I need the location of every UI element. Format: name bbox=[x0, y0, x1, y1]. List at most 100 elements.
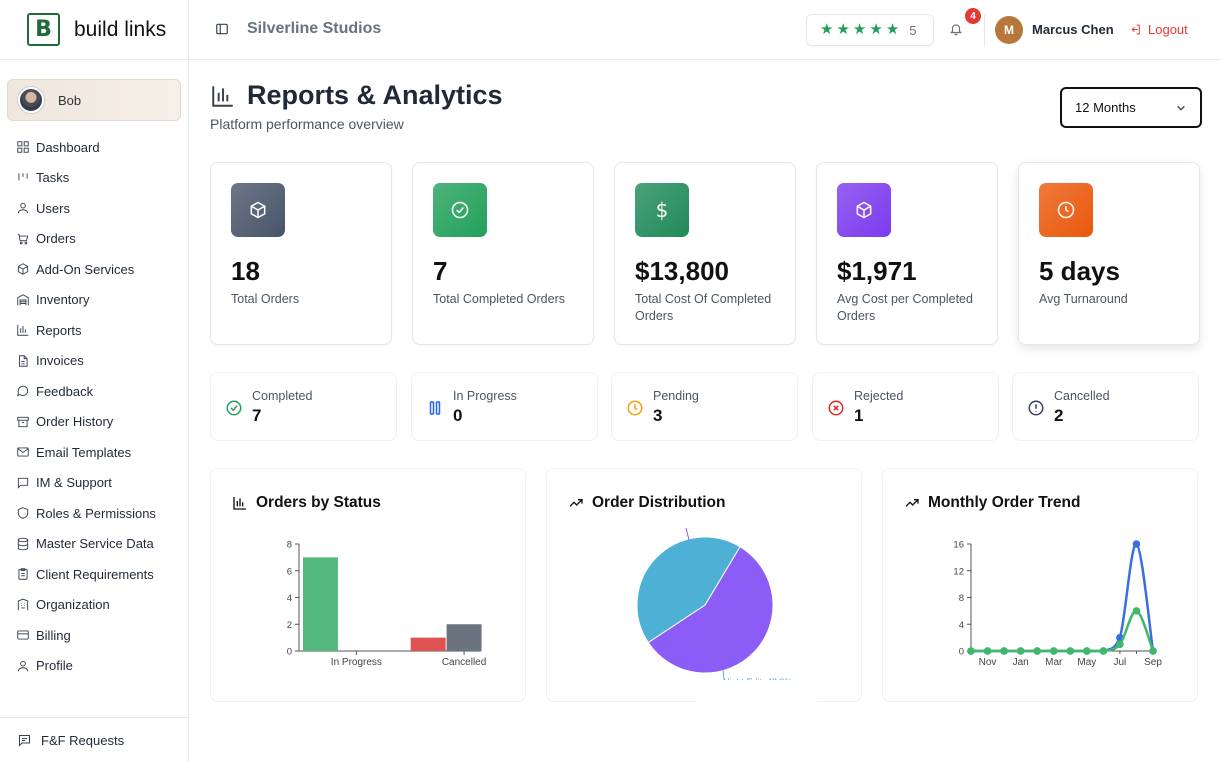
rating-value: 5 bbox=[909, 22, 917, 38]
y-tick-label: 0 bbox=[959, 647, 964, 658]
status-value: 1 bbox=[854, 406, 864, 425]
x-tick-label: Jul bbox=[1114, 657, 1127, 668]
brand-name: build links bbox=[74, 17, 167, 41]
pie-slice-1[interactable] bbox=[636, 536, 741, 644]
sidebar-item-label: Billing bbox=[36, 627, 71, 643]
bar-rejected[interactable] bbox=[410, 637, 446, 651]
header-divider bbox=[984, 14, 985, 46]
sidebar-item-label: Tasks bbox=[36, 170, 70, 186]
trend-point[interactable] bbox=[1116, 640, 1124, 649]
logout-icon bbox=[1131, 24, 1140, 35]
avatar[interactable]: M bbox=[995, 16, 1023, 44]
y-tick-label: 2 bbox=[287, 620, 292, 631]
stat-value: 18 bbox=[231, 256, 260, 286]
bell-icon[interactable] bbox=[949, 22, 963, 36]
sidebar-user-card[interactable]: Bob bbox=[7, 79, 181, 121]
sidebar-item-label: Organization bbox=[36, 597, 110, 613]
trend-point[interactable] bbox=[1149, 647, 1157, 655]
trend-point[interactable] bbox=[1132, 607, 1141, 615]
monthly-order-trend-card: Monthly Order Trend 0 4 8 12 16 Nov Jan Mar May J… bbox=[882, 468, 1198, 702]
order-distribution-card: Order Distribution Night Edit: 42.9% bbox=[546, 468, 862, 702]
bar-completed[interactable] bbox=[303, 557, 338, 651]
y-tick-label: 0 bbox=[287, 647, 292, 658]
status-card-completed[interactable]: Completed 7 bbox=[210, 372, 397, 441]
stat-value: 7 bbox=[433, 256, 448, 286]
orders-by-status-label: Orders by Status bbox=[256, 494, 381, 511]
status-card-rejected[interactable]: Rejected 1 bbox=[812, 372, 999, 441]
y-tick-label: 12 bbox=[953, 566, 964, 577]
sidebar-item-dashboard[interactable]: Dashboard bbox=[0, 132, 188, 163]
stat-icon-tile bbox=[433, 183, 487, 237]
status-card-pending[interactable]: Pending 3 bbox=[611, 372, 798, 441]
notification-badge: 4 bbox=[965, 8, 981, 24]
trend-point[interactable] bbox=[967, 647, 975, 655]
sidebar-item-tasks[interactable]: Tasks bbox=[0, 163, 188, 194]
sidebar-item-invoices[interactable]: Invoices bbox=[0, 346, 188, 377]
file-icon bbox=[19, 355, 28, 367]
bar-cancelled[interactable] bbox=[446, 624, 482, 651]
y-tick-label: 4 bbox=[287, 593, 292, 604]
sidebar-item-reports[interactable]: Reports bbox=[0, 315, 188, 346]
trend-point[interactable] bbox=[983, 647, 992, 655]
sidebar-item-order-history[interactable]: Order History bbox=[0, 407, 188, 438]
sidebar-item-organization[interactable]: Organization bbox=[0, 590, 188, 621]
package-icon bbox=[17, 263, 29, 276]
dollar-icon: $ bbox=[655, 198, 669, 222]
trend-series-line-1 bbox=[971, 609, 1155, 653]
status-card-cancelled[interactable]: Cancelled 2 bbox=[1012, 372, 1199, 441]
rating-badge[interactable]: ★ ★ ★ ★ ★ 5 bbox=[806, 14, 934, 46]
trend-point[interactable] bbox=[1049, 647, 1058, 655]
sidebar-toggle-icon[interactable] bbox=[215, 22, 229, 36]
sidebar-item-label: Add-On Services bbox=[36, 261, 135, 277]
sidebar-item-label: Dashboard bbox=[36, 139, 100, 155]
stat-label: Total Orders bbox=[231, 292, 300, 306]
check-circle-icon bbox=[226, 400, 242, 416]
pie-leader-line bbox=[685, 527, 690, 541]
sidebar-item-feedback[interactable]: Feedback bbox=[0, 376, 188, 407]
message-icon bbox=[17, 386, 29, 397]
trend-point[interactable] bbox=[1066, 647, 1075, 655]
clock-icon bbox=[627, 400, 643, 416]
sidebar-item-im-support[interactable]: IM & Support bbox=[0, 468, 188, 499]
pie-slice-0[interactable] bbox=[647, 546, 774, 674]
logout-button[interactable]: Logout bbox=[1129, 22, 1188, 37]
sidebar-item-add-on-services[interactable]: Add-On Services bbox=[0, 254, 188, 285]
sidebar-item-client-requirements[interactable]: Client Requirements bbox=[0, 559, 188, 590]
stat-icon-tile bbox=[231, 183, 285, 237]
box-icon bbox=[856, 201, 872, 219]
sidebar-nav: Dashboard Tasks Users Orders Add-On Services… bbox=[0, 132, 188, 681]
trend-point[interactable] bbox=[1099, 647, 1108, 655]
tasks-icon bbox=[18, 173, 28, 181]
status-card-in-progress[interactable]: In Progress 0 bbox=[411, 372, 598, 441]
trend-point[interactable] bbox=[1083, 647, 1091, 655]
sidebar-item-label: Inventory bbox=[36, 292, 90, 308]
sidebar-item-orders[interactable]: Orders bbox=[0, 224, 188, 255]
trend-point[interactable] bbox=[1132, 540, 1141, 548]
clock-icon bbox=[1057, 201, 1075, 219]
brand[interactable]: B build links bbox=[0, 0, 188, 60]
sidebar-item-email-templates[interactable]: Email Templates bbox=[0, 437, 188, 468]
header-user-name[interactable]: Marcus Chen bbox=[1032, 22, 1114, 37]
status-value: 0 bbox=[453, 406, 463, 425]
period-select[interactable]: 12 Months bbox=[1060, 87, 1202, 128]
sidebar-item-profile[interactable]: Profile bbox=[0, 651, 188, 682]
sidebar-item-label: Users bbox=[36, 200, 70, 216]
avatar bbox=[18, 87, 44, 113]
ff-requests-button[interactable]: F&F Requests bbox=[0, 717, 188, 762]
bar-chart-icon bbox=[212, 85, 233, 107]
sidebar-item-users[interactable]: Users bbox=[0, 193, 188, 224]
trend-point[interactable] bbox=[1000, 647, 1008, 655]
sidebar-item-label: Email Templates bbox=[36, 444, 132, 460]
sidebar-item-billing[interactable]: Billing bbox=[0, 620, 188, 651]
sidebar: B build links Bob Dashboard Tasks Users Ord… bbox=[0, 0, 189, 762]
sidebar-item-roles-permissions[interactable]: Roles & Permissions bbox=[0, 498, 188, 529]
x-tick-label: Sep bbox=[1144, 657, 1162, 668]
trend-point[interactable] bbox=[1033, 647, 1041, 655]
shield-icon bbox=[17, 507, 29, 519]
bar-chart-icon bbox=[233, 497, 246, 510]
sidebar-item-master-service-data[interactable]: Master Service Data bbox=[0, 529, 188, 560]
trend-point[interactable] bbox=[1016, 647, 1025, 655]
trending-up-icon bbox=[569, 499, 583, 507]
sidebar-item-inventory[interactable]: Inventory bbox=[0, 285, 188, 316]
orders-by-status-card: Orders by Status 0 2 4 6 8 In Progress Cancell… bbox=[210, 468, 526, 702]
